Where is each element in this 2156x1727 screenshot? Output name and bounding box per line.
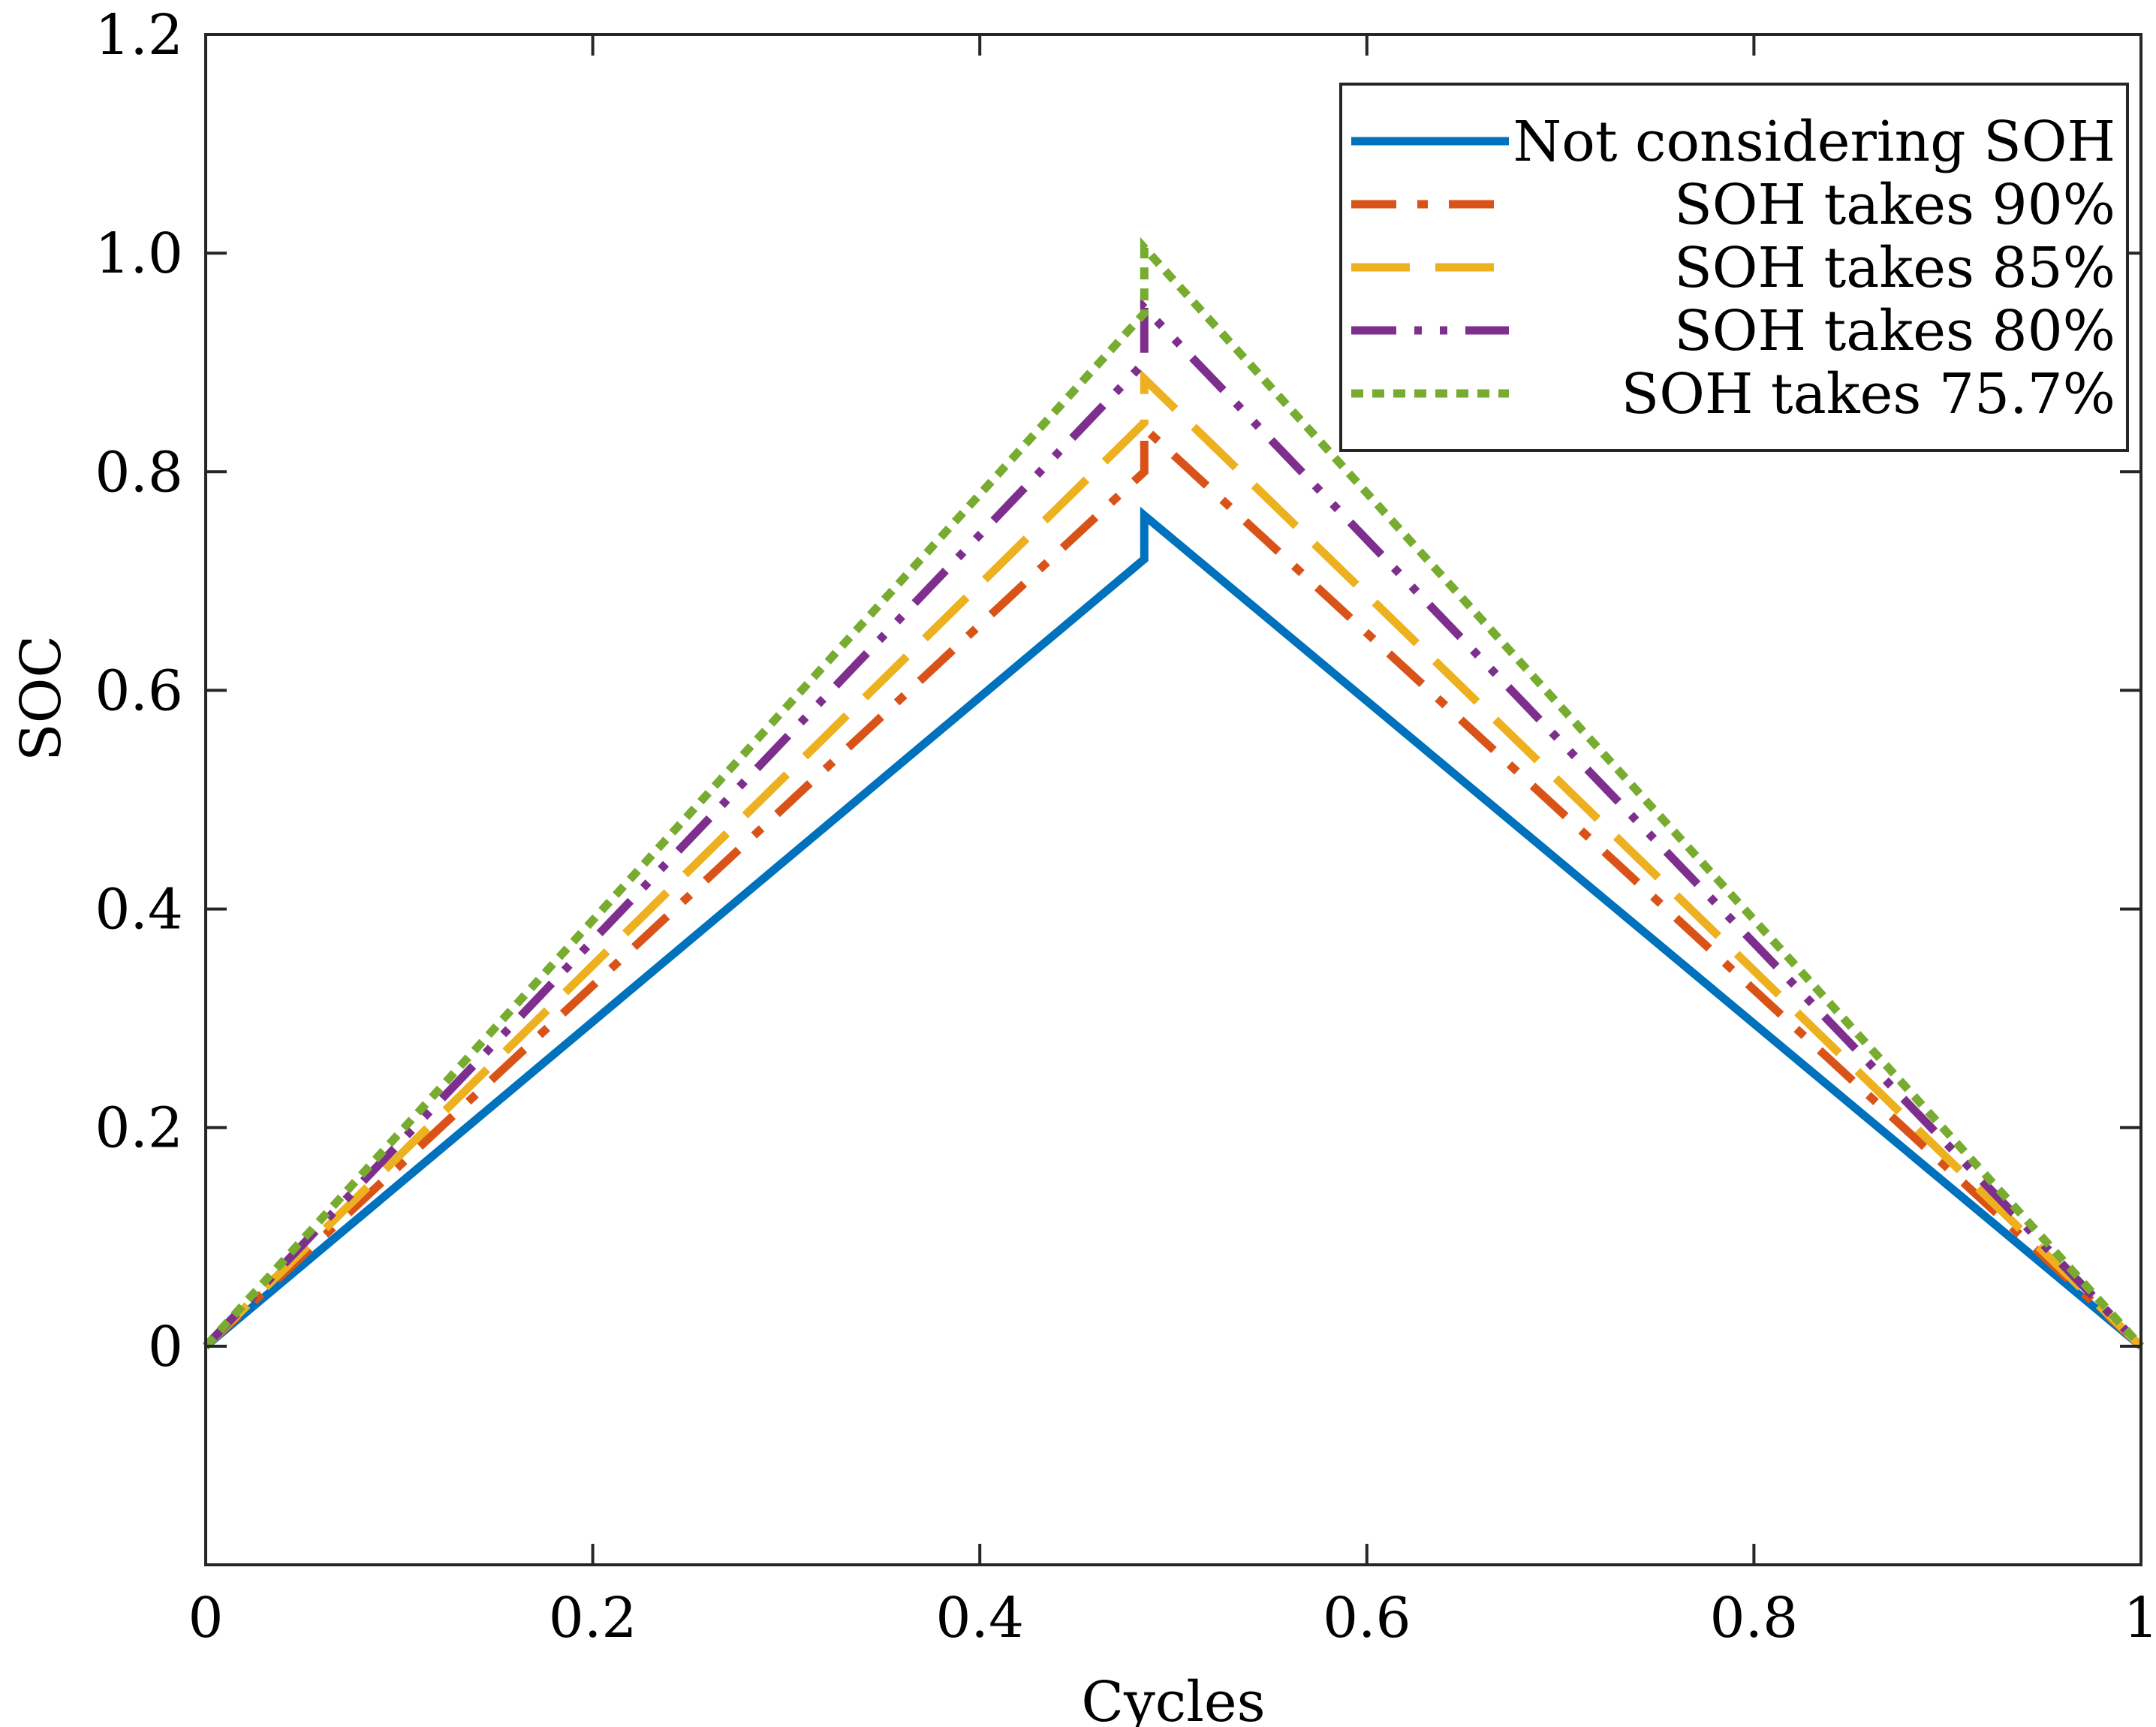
legend-label-2: SOH takes 85% — [1674, 236, 2115, 300]
y-tick-label: 0.8 — [95, 440, 183, 505]
x-tick-label: 0.6 — [1323, 1586, 1411, 1650]
series-line-0 — [203, 506, 2144, 1350]
legend-label-3: SOH takes 80% — [1674, 299, 2115, 363]
y-tick-label: 0 — [148, 1315, 183, 1379]
x-tick-label: 0 — [188, 1586, 223, 1650]
series-line-3 — [203, 297, 2144, 1349]
x-tick-label: 0.4 — [935, 1586, 1024, 1650]
y-tick-label: 1.2 — [95, 3, 183, 68]
plot-area-frame — [204, 33, 2142, 1566]
x-axis-label: Cycles — [1081, 1670, 1265, 1727]
x-tick-label: 1 — [2123, 1586, 2156, 1650]
y-tick-label: 1.0 — [95, 222, 183, 286]
legend-label-1: SOH takes 90% — [1674, 173, 2115, 237]
y-tick-label: 0.6 — [95, 659, 183, 723]
y-tick-label: 0.2 — [95, 1096, 183, 1161]
plot-series-group — [202, 237, 2145, 1350]
tick-labels: 0 0.2 0.4 0.6 0.8 1 0 0.2 0.4 0.6 0.8 1.0 1.2 — [95, 3, 2156, 1650]
series-line-2 — [203, 369, 2144, 1349]
x-tick-label: 0.2 — [549, 1586, 637, 1650]
series-line-1 — [203, 418, 2144, 1349]
legend-label-4: SOH takes 75.7% — [1622, 362, 2115, 426]
series-line-4 — [202, 237, 2145, 1349]
legend-label-0: Not considering SOH — [1513, 110, 2115, 174]
y-axis-label: SOC — [9, 635, 74, 761]
y-tick-label: 0.4 — [95, 878, 183, 942]
x-tick-label: 0.8 — [1710, 1586, 1799, 1650]
